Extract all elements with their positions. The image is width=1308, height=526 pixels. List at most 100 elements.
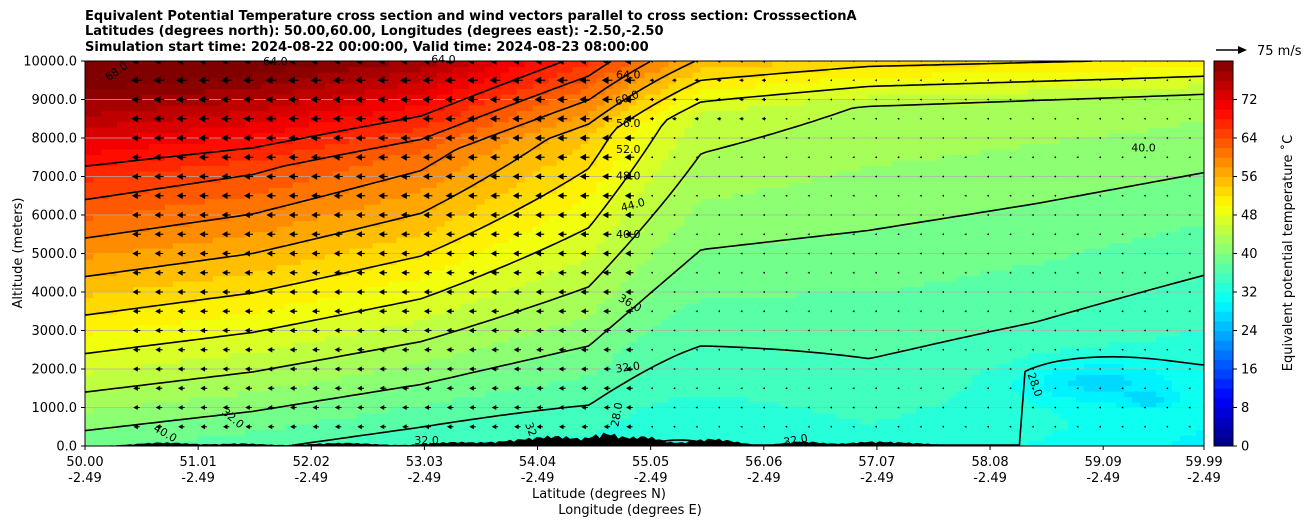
heatmap-cell [396,83,406,90]
heatmap-cell [452,143,462,150]
heatmap-cell [85,308,94,315]
heatmap-cell [412,132,422,139]
heatmap-cell [260,220,270,227]
heatmap-cell [644,385,654,392]
heatmap-cell [348,138,358,145]
heatmap-cell [412,369,422,376]
heatmap-cell [204,380,214,387]
heatmap-cell [412,143,422,150]
heatmap-cell [380,380,390,387]
heatmap-cell [108,259,118,266]
heatmap-cell [108,435,118,442]
heatmap-cell [372,138,382,145]
heatmap-cell [156,275,166,282]
heatmap-cell [380,286,390,293]
heatmap-cell [92,358,102,365]
heatmap-cell [116,116,126,123]
heatmap-cell [260,193,270,200]
heatmap-cell [148,270,158,277]
heatmap-cell [540,385,550,392]
heatmap-cell [324,226,334,233]
heatmap-cell [348,385,358,392]
heatmap-cell [516,198,526,205]
heatmap-cell [436,314,446,321]
heatmap-cell [588,303,598,310]
heatmap-cell [452,385,462,392]
heatmap-cell [516,99,526,106]
heatmap-cell [220,94,230,101]
heatmap-cell [340,182,350,189]
heatmap-cell [332,198,342,205]
heatmap-cell [596,391,606,398]
heatmap-cell [276,286,286,293]
heatmap-cell [156,336,166,343]
heatmap-cell [276,99,286,106]
heatmap-cell [548,281,558,288]
heatmap-cell [316,429,326,436]
heatmap-cell [516,319,526,326]
heatmap-cell [260,385,270,392]
heatmap-cell [572,99,582,106]
heatmap-cell [212,396,222,403]
heatmap-cell [124,209,134,216]
heatmap-cell [372,77,382,84]
heatmap-cell [508,226,518,233]
heatmap-cell [116,402,126,409]
heatmap-cell [85,281,94,288]
heatmap-cell [508,193,518,200]
heatmap-cell [556,72,566,79]
heatmap-cell [484,402,494,409]
heatmap-cell [516,176,526,183]
heatmap-cell [284,396,294,403]
heatmap-cell [396,204,406,211]
heatmap-cell [564,248,574,255]
heatmap-cell [628,259,638,266]
heatmap-cell [276,407,286,414]
heatmap-cell [116,253,126,260]
heatmap-cell [564,369,574,376]
heatmap-cell [372,440,382,446]
heatmap-cell [500,72,510,79]
heatmap-cell [340,363,350,370]
heatmap-cell [644,297,654,304]
heatmap-cell [500,138,510,145]
heatmap-cell [476,160,486,167]
heatmap-cell [604,303,614,310]
heatmap-cell [132,369,142,376]
heatmap-cell [396,242,406,249]
heatmap-cell [460,424,470,431]
heatmap-cell [580,204,590,211]
heatmap-cell [260,341,270,348]
heatmap-cell [452,303,462,310]
heatmap-cell [524,352,534,359]
heatmap-cell [340,105,350,112]
heatmap-cell [228,336,238,343]
heatmap-cell [140,297,150,304]
heatmap-cell [332,275,342,282]
heatmap-cell [308,61,318,68]
heatmap-cell [476,314,486,321]
heatmap-cell [284,281,294,288]
heatmap-cell [588,215,598,222]
heatmap-cell [260,61,270,68]
heatmap-cell [500,88,510,95]
heatmap-cell [516,187,526,194]
heatmap-cell [356,402,366,409]
heatmap-cell [380,94,390,101]
heatmap-cell [412,138,422,145]
heatmap-cell [172,99,182,106]
heatmap-cell [340,61,350,68]
heatmap-cell [628,187,638,194]
heatmap-cell [476,66,486,73]
heatmap-cell [116,303,126,310]
heatmap-cell [476,297,486,304]
heatmap-cell [436,193,446,200]
heatmap-cell [85,275,94,282]
heatmap-cell [188,88,198,95]
heatmap-cell [324,286,334,293]
heatmap-cell [396,429,406,436]
heatmap-cell [308,248,318,255]
heatmap-cell [524,77,534,84]
heatmap-cell [268,204,278,211]
heatmap-cell [132,198,142,205]
